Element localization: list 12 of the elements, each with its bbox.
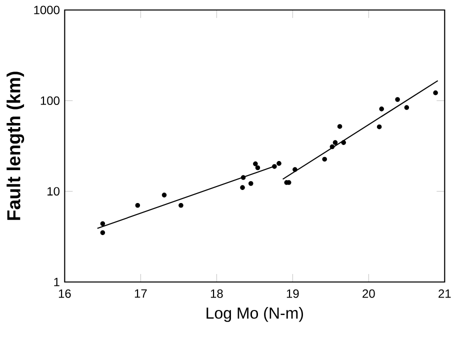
x-tick-label: 20 xyxy=(362,289,375,298)
y-axis-title: Fault length (km) xyxy=(6,72,24,220)
x-axis-title: Log Mo (N-m) xyxy=(206,307,303,322)
x-tick-label: 19 xyxy=(286,289,299,298)
x-tick-label: 18 xyxy=(210,289,223,298)
y-tick-label: 10 xyxy=(48,187,60,196)
x-tick-label: 16 xyxy=(58,289,71,298)
y-tick-label: 100 xyxy=(40,96,60,105)
y-tick-label: 1000 xyxy=(34,6,60,14)
x-tick-label: 21 xyxy=(438,289,451,298)
x-tick-label: 17 xyxy=(134,289,147,298)
y-tick-label: 1 xyxy=(54,278,60,286)
